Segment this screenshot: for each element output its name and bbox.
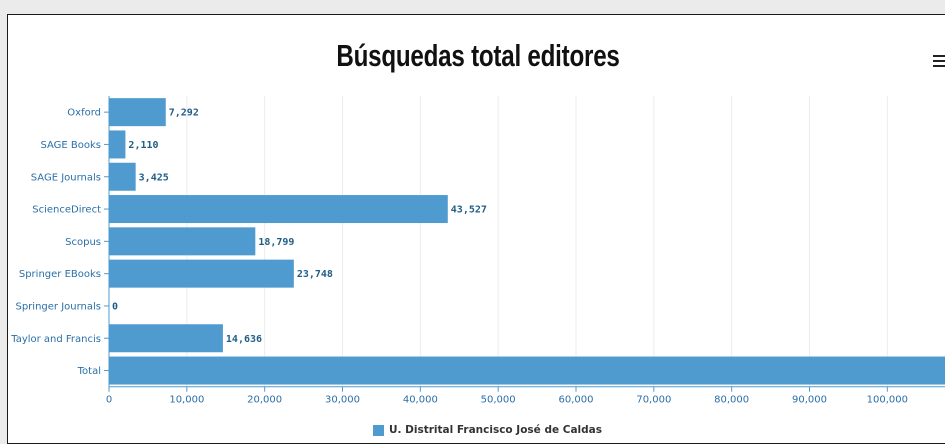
bar	[109, 162, 136, 191]
bar	[109, 324, 223, 353]
x-tick-label: 20,000	[247, 395, 282, 406]
bar	[109, 98, 166, 127]
data-label: 43,527	[451, 205, 487, 216]
x-tick-label: 0	[106, 395, 112, 406]
category-label: SAGE Books	[40, 140, 101, 151]
legend-swatch	[373, 424, 384, 436]
hamburger-menu-icon[interactable]	[933, 54, 945, 68]
x-tick-label: 10,000	[169, 395, 204, 406]
axes	[104, 96, 945, 392]
category-label: Taylor and Francis	[10, 334, 101, 345]
legend-item[interactable]: U. Distrital Francisco José de Caldas	[373, 424, 602, 436]
data-label: 0	[112, 301, 118, 312]
x-tick-label: 40,000	[403, 395, 438, 406]
bars	[109, 98, 945, 385]
x-tick-label: 80,000	[714, 395, 749, 406]
category-label: Springer EBooks	[19, 269, 101, 280]
data-label: 3,425	[139, 172, 169, 183]
category-label: Total	[77, 366, 101, 377]
x-tick-label: 50,000	[481, 395, 516, 406]
legend-label: U. Distrital Francisco José de Caldas	[389, 424, 602, 436]
category-label: Scopus	[65, 237, 101, 248]
bar	[109, 227, 256, 256]
data-label: 23,748	[297, 269, 333, 280]
bar	[109, 195, 448, 224]
gridlines	[186, 96, 888, 387]
x-tick-label: 30,000	[325, 395, 360, 406]
x-tick-label: 100,000	[867, 395, 908, 406]
bar	[109, 130, 126, 159]
chart-title: Búsquedas total editores	[336, 38, 620, 73]
labels: 0 10,000 20,000 30,000 40,000 50,000 60,000 70,…	[10, 108, 945, 406]
category-label: ScienceDirect	[32, 205, 101, 216]
bar	[109, 259, 294, 288]
category-label: SAGE Journals	[31, 172, 101, 183]
category-label: Springer Journals	[15, 301, 101, 312]
category-label: Oxford	[67, 108, 101, 119]
x-tick-label: 70,000	[636, 395, 671, 406]
x-tick-label: 60,000	[559, 395, 594, 406]
x-tick-label: 90,000	[792, 395, 827, 406]
bar	[109, 356, 945, 385]
data-label: 2,110	[128, 140, 158, 151]
data-label: 7,292	[169, 108, 199, 119]
data-label: 14,636	[226, 334, 262, 345]
data-label: 18,799	[258, 237, 294, 248]
